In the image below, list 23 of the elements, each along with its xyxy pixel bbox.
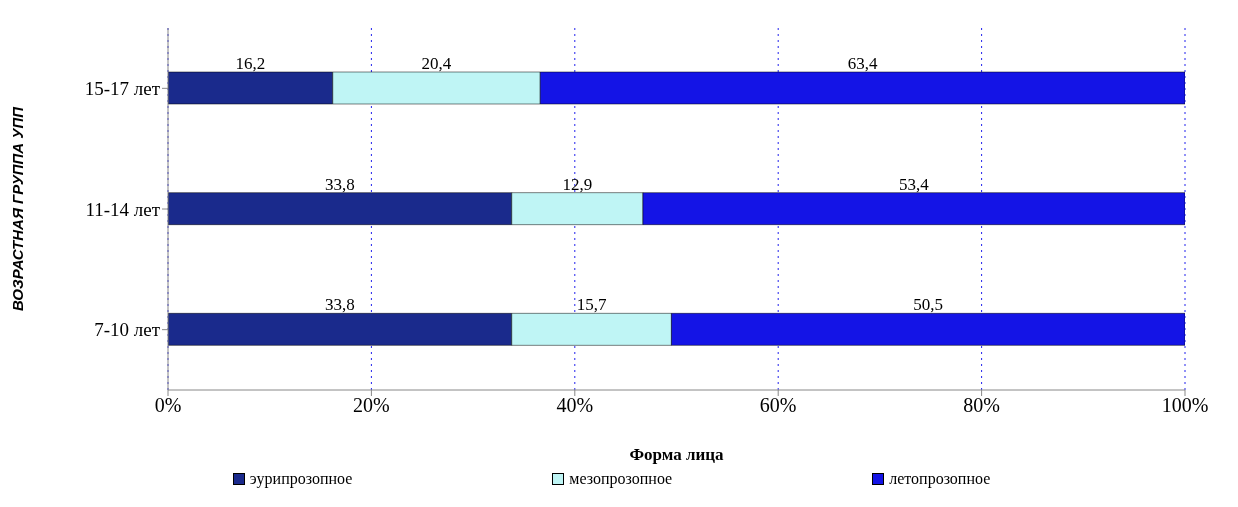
data-label: 33,8 [325, 174, 355, 194]
legend-label: эурипрозопное [249, 470, 353, 488]
data-label: 16,2 [235, 54, 266, 73]
x-tick-label: 20% [353, 394, 390, 417]
legend-label: мезопрозопное [569, 470, 673, 488]
legend-label: летопрозопное [889, 470, 991, 488]
data-label: 15,7 [576, 295, 607, 315]
x-tick-label: 80% [963, 394, 1000, 417]
x-axis-title: Форма лица [629, 445, 725, 464]
x-tick-label: 100% [1161, 394, 1209, 417]
data-label: 63,4 [847, 54, 878, 73]
data-label: 50,5 [913, 295, 944, 315]
x-tick-label: 40% [556, 394, 594, 417]
x-tick-label: 60% [759, 394, 797, 417]
data-label: 12,9 [562, 174, 593, 194]
data-label: 33,8 [325, 295, 355, 315]
x-tick-label: 0% [154, 394, 182, 417]
data-label: 20,4 [421, 54, 452, 73]
y-tick-label: 7-10 лет [94, 319, 161, 341]
y-axis-title: ВОЗРАСТНАЯ ГРУППА УПП [9, 105, 27, 312]
data-label: 53,4 [899, 174, 930, 194]
y-tick-label: 15-17 лет [84, 78, 161, 100]
y-tick-label: 11-14 лет [85, 198, 161, 220]
